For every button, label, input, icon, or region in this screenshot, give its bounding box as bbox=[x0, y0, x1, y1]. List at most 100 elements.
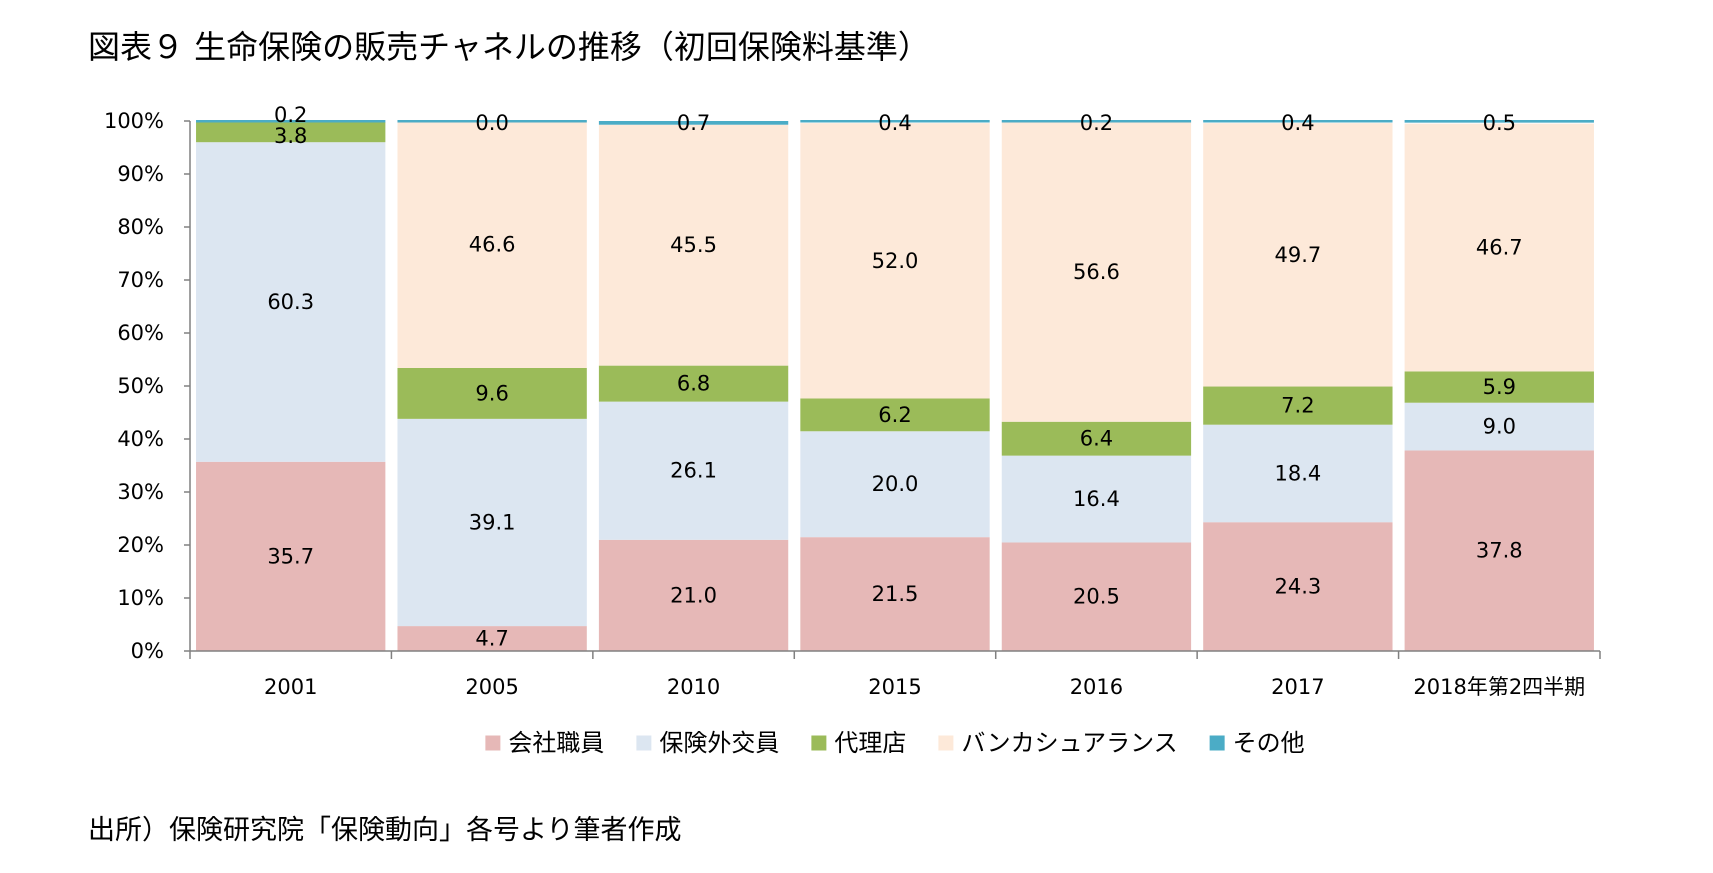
y-tick-label: 90% bbox=[117, 162, 164, 186]
bar-segment-1-4 bbox=[1001, 455, 1192, 543]
x-tick-label: 2015 bbox=[868, 675, 921, 699]
axes-layer: 0% 10% 20% 30% 40% 50% 60% 70% 80% 90% 100% 2001 200… bbox=[104, 109, 1601, 699]
bar-segment-4-0 bbox=[196, 120, 386, 123]
source-note: 出所）保険研究院「保険動向」各号より筆者作成 bbox=[88, 815, 682, 846]
bar-segment-2-3 bbox=[800, 398, 990, 432]
y-tick-label: 70% bbox=[117, 268, 164, 292]
bar-segment-0-2 bbox=[598, 539, 789, 651]
bar-segment-1-3 bbox=[800, 431, 990, 538]
data-label-4-6: 0.5 bbox=[1483, 111, 1516, 135]
data-label-4-2: 0.7 bbox=[677, 111, 710, 135]
bar-segment-3-3 bbox=[800, 123, 990, 399]
bar-segment-0-3 bbox=[800, 537, 990, 651]
x-tick-label: 2001 bbox=[264, 675, 317, 699]
bar-segment-1-2 bbox=[598, 401, 789, 540]
bars-layer bbox=[196, 120, 1594, 651]
legend-swatch bbox=[1209, 735, 1225, 751]
y-tick-label: 50% bbox=[117, 374, 164, 398]
legend-item-3: バンカシュアランス bbox=[938, 729, 1178, 757]
bar-segment-4-4 bbox=[1001, 120, 1192, 123]
y-tick-label: 20% bbox=[117, 533, 164, 557]
x-tick-label: 2018年第2四半期 bbox=[1413, 675, 1585, 699]
bar-segment-0-6 bbox=[1404, 450, 1594, 651]
legend-swatch bbox=[938, 735, 954, 751]
data-label-2-3: 6.2 bbox=[878, 403, 911, 427]
bar-segment-3-5 bbox=[1203, 123, 1393, 387]
data-label-4-0: 0.2 bbox=[274, 103, 307, 127]
legend-item-1: 保険外交員 bbox=[636, 729, 779, 757]
chart-title: 図表９ 生命保険の販売チャネルの推移（初回保険料基準） bbox=[88, 28, 930, 66]
data-label-2-4: 6.4 bbox=[1080, 427, 1113, 451]
y-tick-label: 0% bbox=[131, 639, 164, 663]
legend-item-4: その他 bbox=[1209, 729, 1305, 757]
bar-segment-1-6 bbox=[1404, 402, 1594, 451]
legend-label: 保険外交員 bbox=[659, 729, 779, 757]
data-label-4-4: 0.2 bbox=[1080, 111, 1113, 135]
bar-segment-4-2 bbox=[598, 121, 789, 125]
data-label-4-1: 0.0 bbox=[475, 111, 508, 135]
legend-swatch bbox=[485, 735, 501, 751]
x-tick-label: 2016 bbox=[1070, 675, 1123, 699]
y-tick-label: 60% bbox=[117, 321, 164, 345]
data-label-3-5: 49.7 bbox=[1274, 243, 1321, 267]
data-label-0-0: 35.7 bbox=[267, 544, 314, 568]
bar-segment-3-6 bbox=[1404, 123, 1594, 372]
bar-segment-3-1 bbox=[397, 121, 587, 368]
bar-segment-0-4 bbox=[1001, 542, 1192, 651]
data-label-0-2: 21.0 bbox=[670, 583, 717, 607]
bar-segment-4-5 bbox=[1203, 120, 1393, 123]
bar-segment-0-0 bbox=[196, 461, 386, 651]
data-label-0-5: 24.3 bbox=[1274, 575, 1321, 599]
data-label-4-3: 0.4 bbox=[878, 111, 911, 135]
bar-segment-4-1 bbox=[397, 120, 587, 123]
data-label-1-6: 9.0 bbox=[1483, 415, 1516, 439]
data-label-1-4: 16.4 bbox=[1073, 487, 1120, 511]
legend-swatch bbox=[811, 735, 827, 751]
data-label-1-2: 26.1 bbox=[670, 459, 717, 483]
data-label-3-6: 46.7 bbox=[1476, 236, 1523, 260]
legend-label: 会社職員 bbox=[508, 729, 604, 757]
y-tick-label: 40% bbox=[117, 427, 164, 451]
legend-item-2: 代理店 bbox=[811, 729, 906, 757]
legend-item-0: 会社職員 bbox=[485, 729, 604, 757]
data-label-2-5: 7.2 bbox=[1281, 394, 1314, 418]
data-label-1-3: 20.0 bbox=[872, 472, 919, 496]
bar-segment-2-4 bbox=[1001, 421, 1192, 456]
data-label-1-1: 39.1 bbox=[469, 510, 516, 534]
data-label-1-5: 18.4 bbox=[1274, 461, 1321, 485]
data-label-0-6: 37.8 bbox=[1476, 539, 1523, 563]
y-tick-label: 80% bbox=[117, 215, 164, 239]
bar-segment-1-1 bbox=[397, 418, 587, 627]
data-label-1-0: 60.3 bbox=[267, 290, 314, 314]
data-label-0-4: 20.5 bbox=[1073, 585, 1120, 609]
y-tick-label: 10% bbox=[117, 586, 164, 610]
bar-segment-3-4 bbox=[1001, 122, 1192, 422]
x-tick-label: 2010 bbox=[667, 675, 720, 699]
bar-segment-2-2 bbox=[598, 365, 789, 402]
bar-segment-0-1 bbox=[397, 626, 587, 651]
data-label-3-2: 45.5 bbox=[670, 233, 717, 257]
data-label-2-6: 5.9 bbox=[1483, 375, 1516, 399]
legend-label: その他 bbox=[1233, 729, 1305, 757]
bar-segment-4-6 bbox=[1404, 120, 1594, 123]
bar-segment-1-5 bbox=[1203, 424, 1393, 523]
bar-segment-2-1 bbox=[397, 367, 587, 419]
legend-swatch bbox=[636, 735, 652, 751]
y-tick-label: 30% bbox=[117, 480, 164, 504]
y-tick-label: 100% bbox=[104, 109, 164, 133]
bar-segment-4-3 bbox=[800, 120, 990, 123]
bar-segment-3-2 bbox=[598, 124, 789, 366]
data-label-2-2: 6.8 bbox=[677, 372, 710, 396]
x-tick-label: 2005 bbox=[465, 675, 518, 699]
data-label-3-3: 52.0 bbox=[872, 249, 919, 273]
bar-segment-1-0 bbox=[196, 142, 386, 462]
legend-label: バンカシュアランス bbox=[961, 729, 1177, 757]
x-tick-label: 2017 bbox=[1271, 675, 1324, 699]
data-labels-layer: 35.760.33.80.24.739.19.646.60.021.026.16… bbox=[267, 103, 1522, 651]
data-label-0-3: 21.5 bbox=[872, 582, 919, 606]
bar-segment-2-5 bbox=[1203, 386, 1393, 425]
data-label-2-1: 9.6 bbox=[475, 381, 508, 405]
bar-segment-2-0 bbox=[196, 122, 386, 143]
legend: 会社職員 保険外交員 代理店 バンカシュアランス その他 bbox=[485, 729, 1305, 757]
